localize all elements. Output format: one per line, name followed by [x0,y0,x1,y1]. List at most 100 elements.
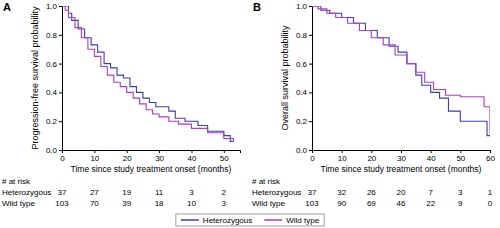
y-axis-title: Progression-free survival probability [30,6,40,150]
at-risk-count: 9 [458,199,463,208]
x-tick-mark [401,150,402,153]
y-axis-title: Overall survival probability [280,25,290,131]
x-tick-label: 60 [486,154,495,163]
x-tick-mark [127,150,128,153]
at-risk-count: 70 [90,199,99,208]
at-risk-count: 3 [189,188,194,197]
x-tick-label: 40 [188,154,197,163]
y-axis: 0.00.20.40.60.81.0 [296,2,313,155]
y-tick: 1.0 [296,2,312,11]
at-risk-title: # at risk [252,177,281,186]
x-tick: 60 [486,150,495,163]
x-tick: 50 [456,150,465,163]
y-tick-mark [309,64,312,65]
plot-lines [62,6,234,141]
x-tick-label: 20 [367,154,376,163]
legend-box [176,214,324,226]
at-risk-count: 37 [308,188,317,197]
at-risk-count: 1 [488,188,493,197]
x-tick-label: 10 [90,154,99,163]
at-risk-count: 11 [155,188,164,197]
x-tick: 40 [427,150,436,163]
y-axis-line [59,7,63,151]
survival-curve [312,6,490,136]
y-tick-mark [309,92,312,93]
at-risk-table: # at riskHeterozygous3727191132Wild type… [2,177,227,208]
y-tick: 0.2 [296,117,312,126]
x-tick-label: 50 [456,154,465,163]
x-axis-title: Time since study treatment onset (months… [321,164,482,174]
y-tick-mark [309,35,312,36]
survival-curve [312,6,490,133]
at-risk-count: 103 [305,199,319,208]
x-tick-mark [371,150,372,153]
at-risk-count: 103 [55,199,69,208]
y-tick-label: 0.6 [296,60,308,69]
y-tick-mark [59,35,62,36]
x-tick-label: 40 [427,154,436,163]
y-tick-mark [59,150,62,151]
x-tick-mark [460,150,461,153]
x-tick-mark [191,150,192,153]
x-tick-label: 20 [123,154,132,163]
y-tick-mark [309,121,312,122]
x-tick-mark [94,150,95,153]
at-risk-row-label: Wild type [2,199,35,208]
x-tick: 10 [90,150,99,163]
x-tick: 30 [397,150,406,163]
y-tick-label: 0.8 [46,31,58,40]
y-tick-mark [309,6,312,7]
x-tick-label: 30 [397,154,406,163]
y-tick-label: 0.6 [46,60,58,69]
y-tick-label: 0.4 [296,88,308,97]
legend: Heterozygous Wild type [176,214,324,226]
at-risk-count: 69 [367,199,376,208]
x-tick-mark [490,150,491,153]
x-tick: 0 [310,150,315,163]
y-tick-label: 0.0 [46,146,58,155]
x-tick: 40 [188,150,197,163]
at-risk-count: 32 [337,188,346,197]
at-risk-table: # at riskHeterozygous37322620731Wild typ… [252,177,493,208]
at-risk-count: 22 [426,199,435,208]
at-risk-count: 20 [397,188,406,197]
y-tick-label: 0.8 [296,31,308,40]
x-axis-line [313,151,491,154]
x-tick-label: 30 [155,154,164,163]
at-risk-count: 39 [122,199,131,208]
x-tick-mark [62,150,63,153]
x-tick-mark [224,150,225,153]
y-tick-mark [59,64,62,65]
x-tick: 20 [367,150,376,163]
legend-item: Heterozygous [181,216,252,225]
at-risk-count: 37 [58,188,67,197]
x-tick: 50 [220,150,229,163]
at-risk-count: 7 [428,188,433,197]
legend-label: Wild type [286,216,319,225]
y-tick-mark [59,6,62,7]
survival-curve [62,6,234,141]
x-tick-mark [159,150,160,153]
survival-curve [62,6,234,141]
at-risk-row-label: Wild type [252,199,285,208]
x-tick-label: 50 [220,154,229,163]
panel: 0.00.20.40.60.81.001020304050AProgressio… [2,1,241,208]
at-risk-count: 90 [337,199,346,208]
y-tick: 0.6 [46,60,62,69]
x-tick-mark [431,150,432,153]
at-risk-row-label: Heterozygous [2,188,51,197]
y-axis-title-group: Overall survival probability [280,25,290,131]
at-risk-count: 26 [367,188,376,197]
at-risk-count: 27 [90,188,99,197]
x-tick-label: 0 [310,154,315,163]
x-axis: 01020304050 [60,150,240,163]
y-tick-label: 0.2 [296,117,308,126]
x-axis: 0102030405060 [310,150,495,163]
y-tick-label: 0.4 [46,88,58,97]
legend-item: Wild type [264,216,319,225]
at-risk-title: # at risk [2,177,31,186]
at-risk-count: 10 [187,199,196,208]
legend-swatch [181,219,199,221]
figure: 0.00.20.40.60.81.001020304050AProgressio… [0,0,500,228]
at-risk-count: 46 [397,199,406,208]
